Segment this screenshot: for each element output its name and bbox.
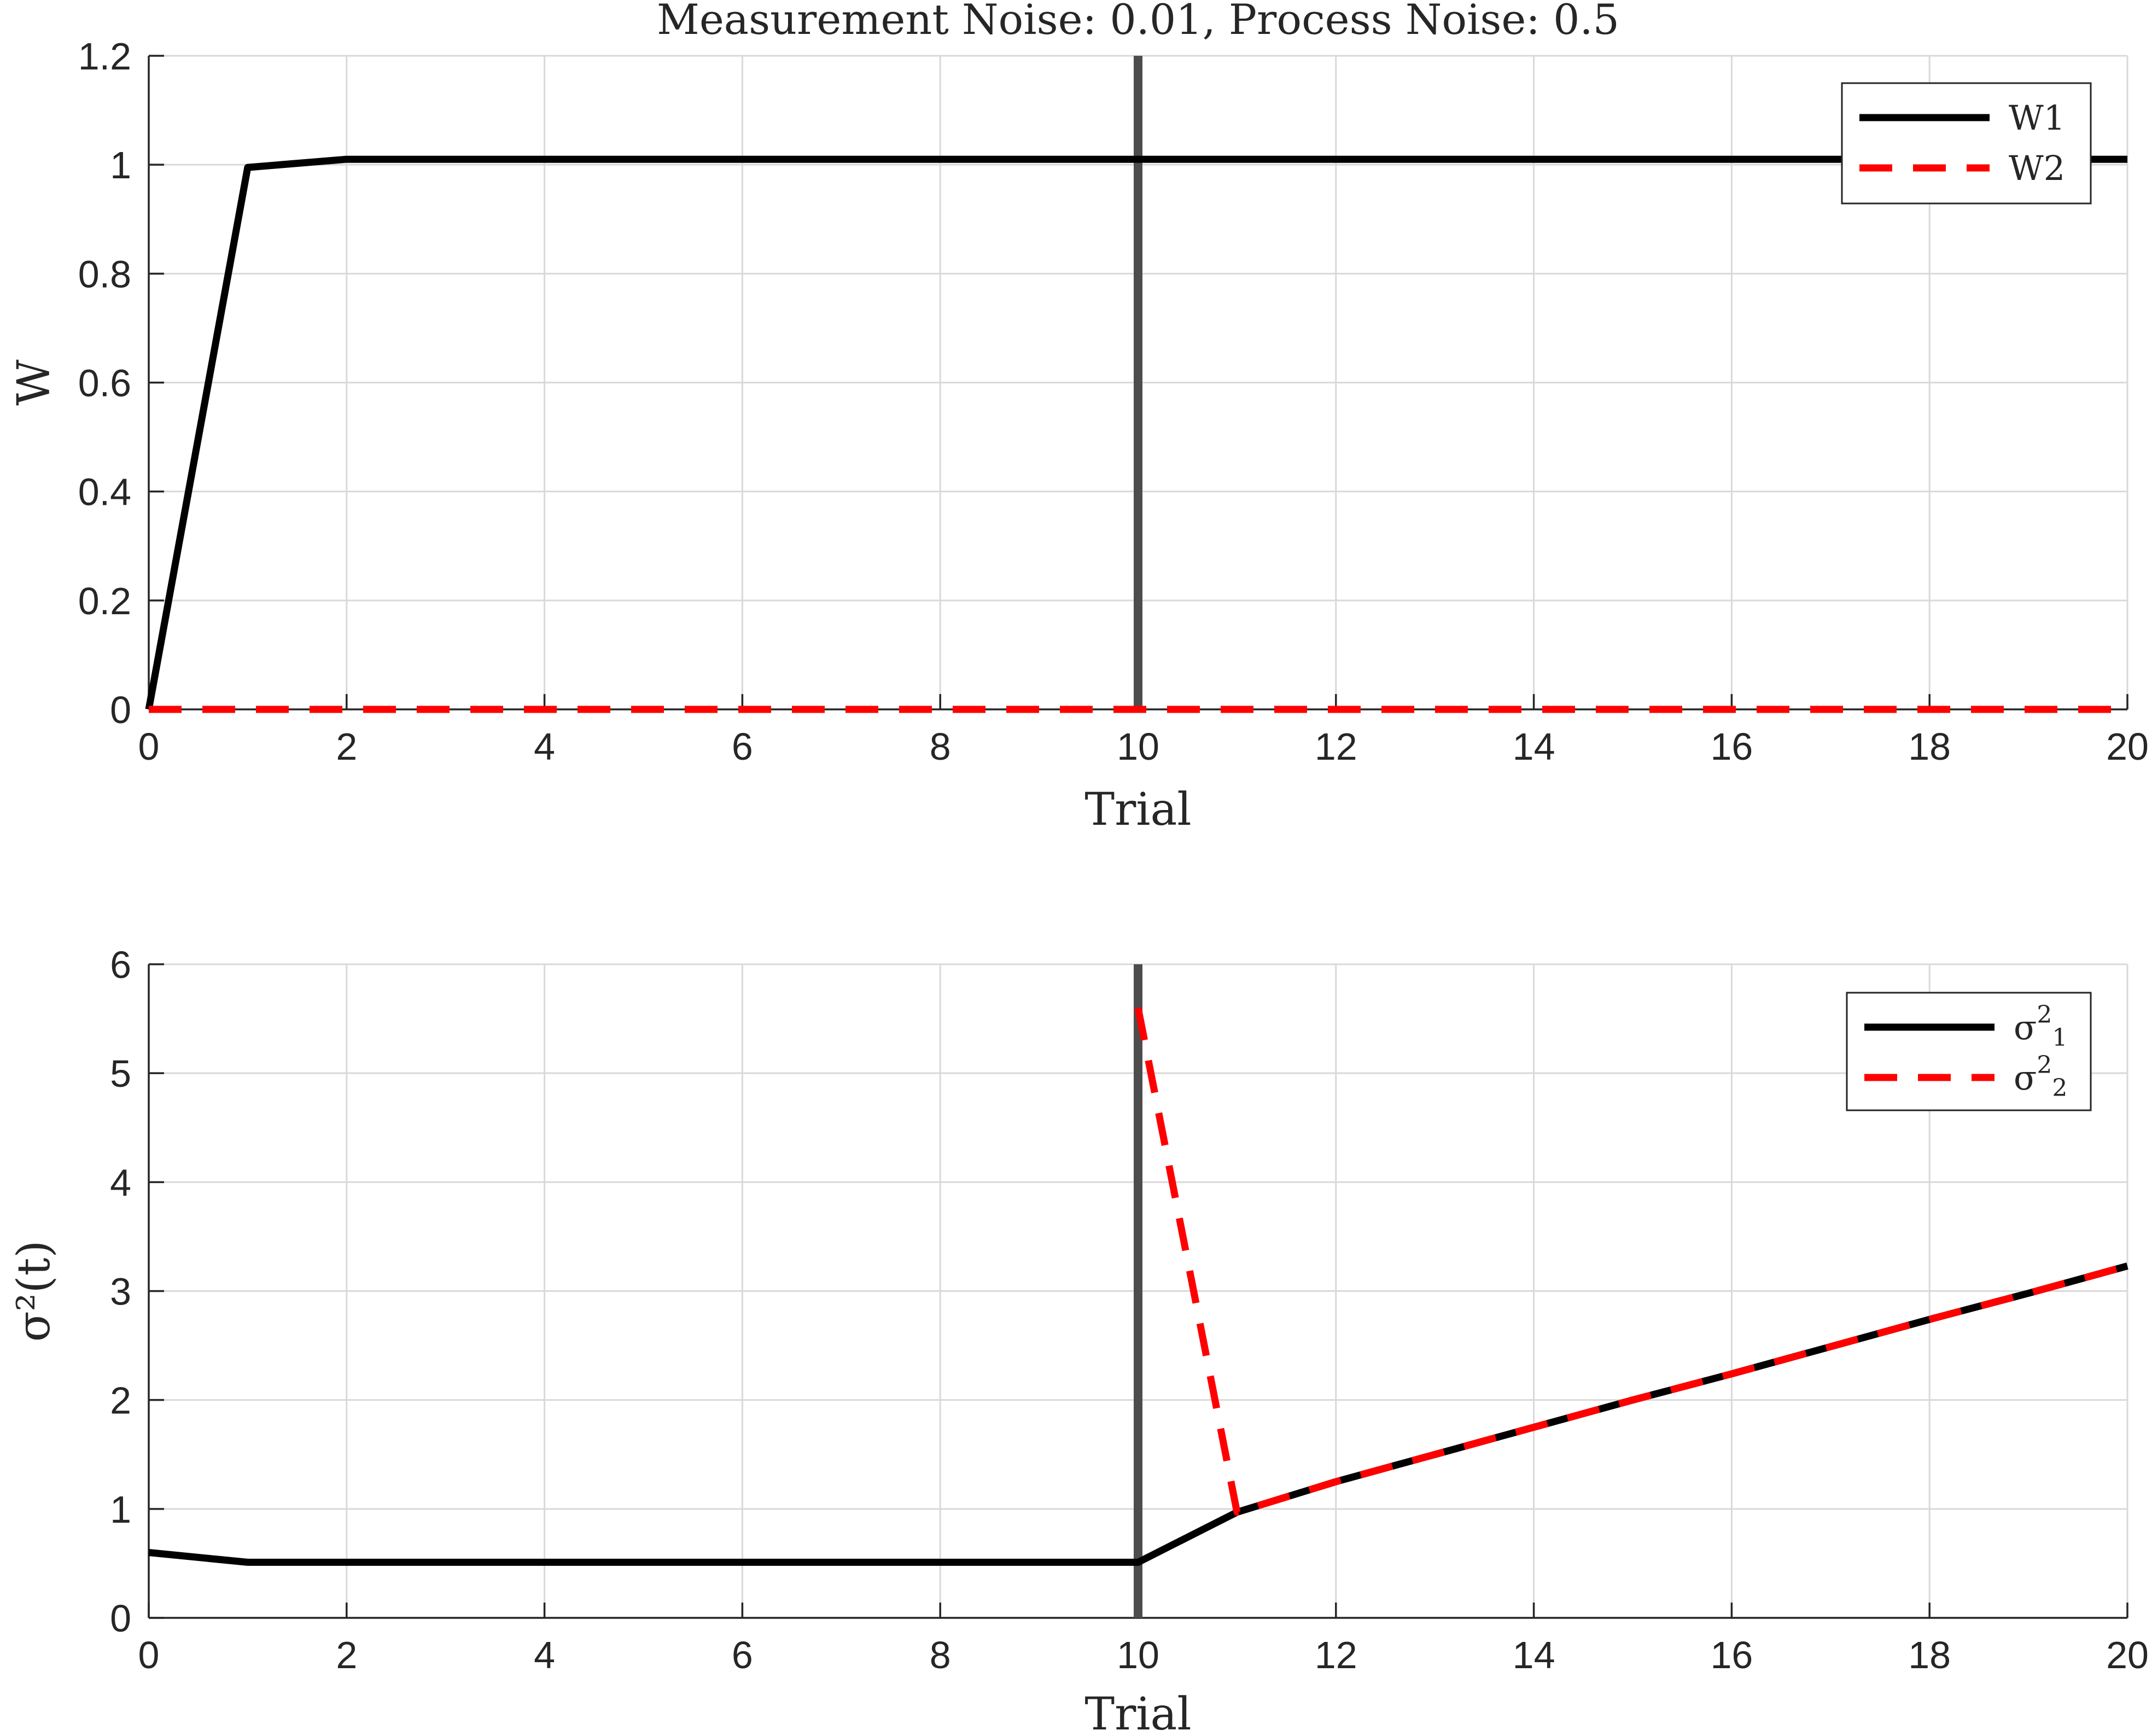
plot0-y-axis-label: W xyxy=(8,359,60,406)
plot0-y-tick-label: 0.2 xyxy=(78,580,131,622)
plot0-y-tick-label: 0.4 xyxy=(78,471,131,514)
plot1-x-tick-label: 12 xyxy=(1315,1634,1357,1676)
top-subplot: 0 2 4 6 8 10 12 14 16 18 20 0 0.2 0.4 0.6 0.8 1 1.2 Measur… xyxy=(8,0,2149,836)
plot0-x-tick-label: 2 xyxy=(336,725,357,768)
plot0-x-tick-label: 18 xyxy=(1908,725,1951,768)
plot0-x-tick-label: 0 xyxy=(138,725,160,768)
plot1-series-2-line xyxy=(1134,1007,2128,1516)
plot1-x-tick-label: 14 xyxy=(1513,1634,1555,1676)
plot1-y-tick-label: 2 xyxy=(110,1379,131,1422)
plot0-x-tick-label: 16 xyxy=(1710,725,1753,768)
plot0-x-tick-label: 14 xyxy=(1513,725,1555,768)
plot0-series-1-line xyxy=(145,155,2127,710)
plot0-legend-label-1: W1 xyxy=(2009,98,2065,138)
plot0-x-tick-label: 8 xyxy=(930,725,951,768)
plot1-legend-label-1: σ21 xyxy=(2014,1001,2067,1052)
plot1-x-tick-label: 4 xyxy=(534,1634,555,1676)
plot1-y-tick-label: 1 xyxy=(110,1488,131,1531)
plot1-x-axis-label: Trial xyxy=(1084,1688,1191,1736)
plot0-y-tick-label: 1.2 xyxy=(78,35,131,78)
plot1-y-tick-label: 3 xyxy=(110,1271,131,1313)
plot1-y-tick-label: 5 xyxy=(110,1052,131,1095)
plot0-legend-label-2: W2 xyxy=(2009,148,2065,188)
plot1-legend-label-2: σ22 xyxy=(2014,1051,2067,1102)
plot0-y-tick-label: 1 xyxy=(110,144,131,187)
plot0-legend-box xyxy=(1841,82,2092,205)
plot1-x-tick-label: 20 xyxy=(2106,1634,2149,1676)
plot0-y-tick-label: 0.8 xyxy=(78,253,131,295)
plot1-y-tick-label: 6 xyxy=(110,943,131,986)
plot1-y-tick-label: 4 xyxy=(110,1161,131,1204)
plot1-x-tick-label: 18 xyxy=(1908,1634,1951,1676)
plot0-x-tick-label: 12 xyxy=(1315,725,1357,768)
plot1-x-tick-label: 0 xyxy=(138,1634,160,1676)
plot1-x-tick-label: 10 xyxy=(1117,1634,1159,1676)
plot0-y-tick-label: 0 xyxy=(110,689,131,731)
plot0-x-tick-label: 20 xyxy=(2106,725,2149,768)
plot0-title: Measurement Noise: 0.01, Process Noise: … xyxy=(657,0,1619,44)
plot0-y-tick-label: 0.6 xyxy=(78,362,131,405)
plot0-x-tick-label: 4 xyxy=(534,725,555,768)
plot0-x-tick-label: 6 xyxy=(732,725,753,768)
plot1-y-tick-label: 0 xyxy=(110,1597,131,1640)
plot0-x-axis-label: Trial xyxy=(1084,784,1191,836)
plot1-x-tick-label: 6 xyxy=(732,1634,753,1676)
plot1-x-tick-label: 16 xyxy=(1710,1634,1753,1676)
plot1-y-axis-label: σ²(t) xyxy=(8,1240,60,1342)
plot1-legend-box xyxy=(1846,992,2092,1111)
plot1-x-tick-label: 2 xyxy=(336,1634,357,1676)
plot0-x-tick-label: 10 xyxy=(1117,725,1159,768)
plot1-x-tick-label: 8 xyxy=(930,1634,951,1676)
